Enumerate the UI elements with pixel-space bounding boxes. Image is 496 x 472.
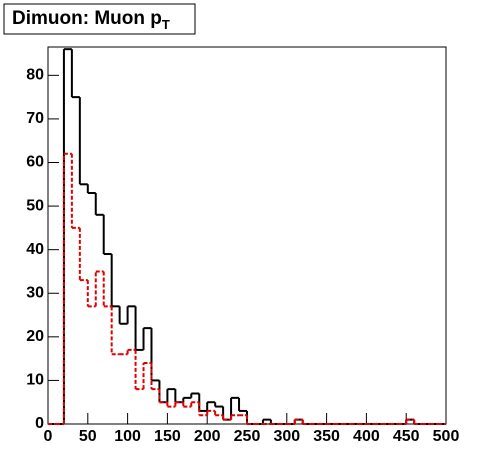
x-tick-label: 450	[393, 428, 420, 445]
x-tick-label: 0	[44, 428, 53, 445]
x-tick-label: 150	[154, 428, 181, 445]
y-tick-label: 30	[26, 284, 44, 301]
y-tick-label: 0	[35, 415, 44, 432]
title-box	[3, 3, 196, 35]
plot-frame	[47, 46, 447, 425]
x-tick-label: 250	[234, 428, 261, 445]
y-tick-label: 10	[26, 372, 44, 389]
x-tick-label: 350	[313, 428, 340, 445]
x-tick-label: 300	[273, 428, 300, 445]
x-tick-label: 200	[194, 428, 221, 445]
y-tick-label: 80	[26, 67, 44, 84]
title-main: Dimuon: Muon p	[12, 8, 162, 29]
y-tick-label: 20	[26, 328, 44, 345]
chart-title: Dimuon: Muon pT	[12, 8, 170, 32]
title-subscript: T	[162, 17, 170, 32]
y-tick-label: 40	[26, 241, 44, 258]
x-tick-label: 400	[353, 428, 380, 445]
y-tick-label: 60	[26, 154, 44, 171]
x-tick-label: 50	[79, 428, 97, 445]
x-tick-label: 500	[433, 428, 460, 445]
y-tick-label: 70	[26, 110, 44, 127]
x-tick-label: 100	[114, 428, 141, 445]
y-tick-label: 50	[26, 197, 44, 214]
